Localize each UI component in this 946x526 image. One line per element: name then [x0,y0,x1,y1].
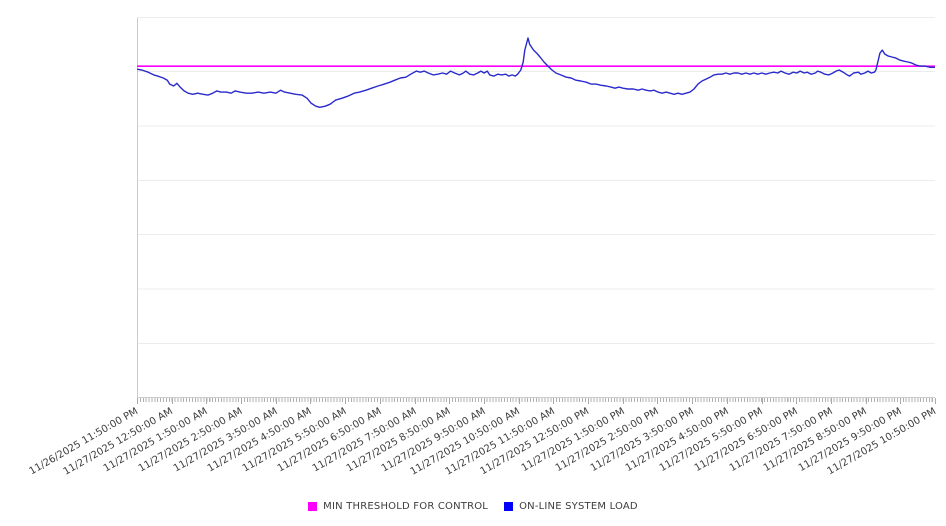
x-axis-label-text: 11/27/2025 12:50:00 PM [479,406,592,478]
x-axis-label-text: 11/27/2025 10:50:00 PM [825,406,939,478]
x-axis-minor-ticks [137,398,933,402]
legend-swatch-min-threshold-icon [308,501,318,511]
x-axis-label-text: 11/27/2025 9:50:00 AM [379,406,488,475]
x-axis-label-text: 11/27/2025 7:50:00 AM [310,406,419,475]
x-axis-major-tick [761,398,763,404]
x-axis-major-tick [657,398,659,404]
x-axis-major-tick [588,398,590,404]
x-axis-label-text: 11/27/2025 9:50:00 PM [796,406,904,475]
x-axis-major-tick [726,398,728,404]
x-axis-major-tick [379,398,381,404]
x-axis-major-tick [310,398,312,404]
x-axis-major-tick [622,398,624,404]
x-axis-major-tick [483,398,485,404]
x-axis-major-tick [692,398,694,404]
x-axis-label-text: 11/26/2025 11:50:00 PM [27,406,141,478]
x-axis-major-tick [206,398,208,404]
x-axis-label-text: 11/27/2025 12:50:00 AM [61,406,176,478]
x-axis-label-text: 11/27/2025 10:50:00 AM [408,406,523,478]
x-axis-label-text: 11/27/2025 3:50:00 PM [588,406,696,475]
x-axis-major-tick [935,398,936,404]
chart-legend: MIN THRESHOLD FOR CONTROL ON-LINE SYSTEM… [0,499,946,513]
x-axis-label-text: 11/27/2025 8:50:00 PM [762,406,870,475]
x-axis-major-tick [900,398,902,404]
x-axis-major-tick [553,398,555,404]
x-axis-label-text: 11/27/2025 4:50:00 PM [623,406,731,475]
x-axis-label-text: 11/27/2025 2:50:00 PM [553,406,661,475]
x-axis-label-text: 11/27/2025 5:50:00 AM [240,406,349,475]
legend-swatch-online-system-load-icon [504,501,514,511]
x-axis-label-text: 11/27/2025 11:50:00 AM [443,406,557,478]
x-axis-major-tick [414,398,416,404]
x-axis-major-tick [171,398,173,404]
legend-label-min-threshold: MIN THRESHOLD FOR CONTROL [323,500,489,512]
x-axis-major-tick [345,398,347,404]
x-axis-major-tick [830,398,832,404]
x-axis-major-tick [449,398,451,404]
x-axis-label-text: 11/27/2025 6:50:00 PM [692,406,800,475]
x-axis-label-text: 11/27/2025 4:50:00 AM [206,406,314,475]
x-axis-label-text: 11/27/2025 1:50:00 PM [519,406,627,475]
x-axis-major-tick [796,398,798,404]
x-axis-label-text: 11/27/2025 1:50:00 AM [102,406,210,475]
x-axis-label-text: 11/27/2025 5:50:00 PM [658,406,766,475]
x-axis-label-text: 11/27/2025 7:50:00 PM [727,406,835,475]
x-axis-label-text: 11/27/2025 8:50:00 AM [345,406,453,475]
x-axis-major-tick [137,398,138,404]
online-system-load-line [137,37,935,109]
legend-item-min-threshold[interactable]: MIN THRESHOLD FOR CONTROL [308,501,488,512]
x-axis-major-tick [275,398,277,404]
x-axis-major-tick [865,398,867,404]
plot-area [137,17,935,398]
legend-label-online-system-load: ON-LINE SYSTEM LOAD [519,500,638,512]
x-axis-major-tick [241,398,243,404]
legend-item-online-system-load[interactable]: ON-LINE SYSTEM LOAD [504,501,638,512]
x-axis-label-text: 11/27/2025 6:50:00 AM [275,406,384,475]
x-axis-label-text: 11/27/2025 2:50:00 AM [136,406,245,475]
x-axis-label-text: 11/27/2025 3:50:00 AM [171,406,280,475]
x-axis-major-tick [518,398,520,404]
